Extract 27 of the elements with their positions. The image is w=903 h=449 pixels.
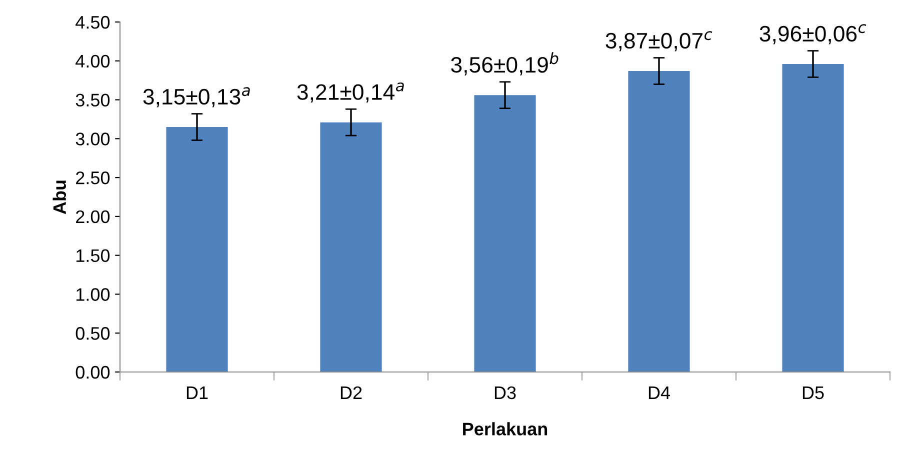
y-tick-label: 0.50 xyxy=(76,327,110,340)
y-tick-label: 0.00 xyxy=(76,366,110,379)
data-label: 3,15±0,13$^{a}$ xyxy=(143,87,250,108)
y-tick-label: 2.50 xyxy=(76,171,110,184)
bar xyxy=(320,122,382,372)
data-label: 3,96±0,06$^{c}$ xyxy=(760,24,866,44)
data-label: 3,56±0,19$^{b}$ xyxy=(451,52,558,76)
bar xyxy=(166,127,228,372)
y-tick-label: 3.00 xyxy=(76,132,110,146)
bar xyxy=(628,71,690,372)
y-tick-label: 2.00 xyxy=(76,210,110,224)
x-tick-label: D4 xyxy=(648,386,670,399)
y-tick-label: 4.50 xyxy=(76,16,110,29)
x-axis-title: Perlakuan xyxy=(463,422,548,436)
data-label: 3,87±0,07$^{c}$ xyxy=(606,31,712,52)
x-tick-label: D2 xyxy=(340,386,362,399)
data-label: 3,21±0,14$^{a}$ xyxy=(297,82,404,103)
x-tick-label: D1 xyxy=(186,386,208,399)
x-tick-label: D3 xyxy=(494,386,516,400)
y-tick-label: 1.00 xyxy=(76,288,110,301)
y-axis-title: Abu xyxy=(52,180,66,214)
bar xyxy=(782,64,844,372)
bar xyxy=(474,95,536,372)
y-tick-label: 3.50 xyxy=(76,94,110,106)
x-tick-label: D5 xyxy=(802,386,824,400)
y-tick-label: 4.00 xyxy=(76,54,110,68)
y-tick-label: 1.50 xyxy=(76,249,110,262)
